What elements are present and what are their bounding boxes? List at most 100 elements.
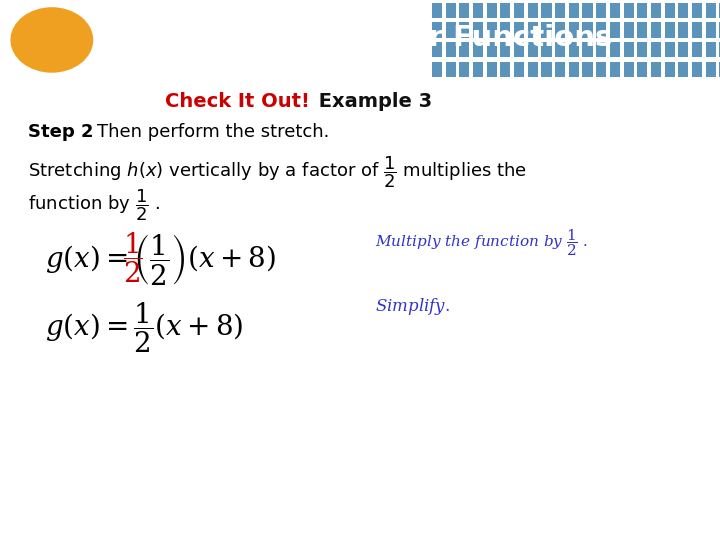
Bar <box>651 42 661 57</box>
Bar <box>541 42 552 57</box>
Bar <box>651 22 661 38</box>
Bar <box>610 62 620 77</box>
Bar <box>692 22 702 38</box>
Bar <box>528 42 538 57</box>
Bar <box>692 42 702 57</box>
Bar <box>678 3 688 18</box>
Bar <box>459 42 469 57</box>
Bar <box>500 42 510 57</box>
Text: Transforming Linear Functions: Transforming Linear Functions <box>112 24 612 52</box>
Bar <box>459 3 469 18</box>
Bar <box>432 42 442 57</box>
Bar <box>500 22 510 38</box>
Bar <box>555 42 565 57</box>
Bar <box>473 42 483 57</box>
Bar <box>651 62 661 77</box>
Bar <box>514 3 524 18</box>
Bar <box>500 62 510 77</box>
Bar <box>555 22 565 38</box>
Bar <box>624 62 634 77</box>
Bar <box>678 62 688 77</box>
Bar <box>514 62 524 77</box>
Bar <box>582 62 593 77</box>
Bar <box>446 3 456 18</box>
Bar <box>459 22 469 38</box>
Bar <box>582 3 593 18</box>
Bar <box>487 42 497 57</box>
Bar <box>541 62 552 77</box>
Bar <box>610 42 620 57</box>
Bar <box>706 3 716 18</box>
Text: Check It Out!: Check It Out! <box>165 92 310 111</box>
Bar <box>706 42 716 57</box>
Text: Step 2: Step 2 <box>28 123 94 141</box>
Bar <box>514 42 524 57</box>
Bar <box>569 42 579 57</box>
Text: $g(x)=\left(\dfrac{1}{2}\right)(x+8)$: $g(x)=\left(\dfrac{1}{2}\right)(x+8)$ <box>45 232 276 287</box>
Bar <box>678 42 688 57</box>
Text: Copyright © by Holt Mc Dougal. All Rights Reserved.: Copyright © by Holt Mc Dougal. All Right… <box>431 516 706 525</box>
Bar <box>719 42 720 57</box>
Bar <box>624 3 634 18</box>
Bar <box>610 22 620 38</box>
Bar <box>569 3 579 18</box>
Bar <box>432 3 442 18</box>
Bar <box>610 3 620 18</box>
Bar <box>487 22 497 38</box>
Bar <box>541 3 552 18</box>
Bar <box>473 62 483 77</box>
Bar <box>432 62 442 77</box>
Bar <box>624 42 634 57</box>
Bar <box>446 62 456 77</box>
Bar <box>719 3 720 18</box>
Bar <box>596 22 606 38</box>
Text: $\mathit{Simplify.}$: $\mathit{Simplify.}$ <box>375 296 450 316</box>
Bar <box>596 62 606 77</box>
Text: $\mathit{Multiply\ the\ function\ by}\ \dfrac{1}{2}\ .$: $\mathit{Multiply\ the\ function\ by}\ \… <box>375 227 588 258</box>
Bar <box>555 3 565 18</box>
Bar <box>446 22 456 38</box>
Bar <box>569 62 579 77</box>
Text: $g(x)=\dfrac{1}{2}(x+8)$: $g(x)=\dfrac{1}{2}(x+8)$ <box>45 301 243 355</box>
Text: function by $\dfrac{1}{2}$ .: function by $\dfrac{1}{2}$ . <box>28 188 161 224</box>
Bar <box>528 62 538 77</box>
Text: Holt Mc.Dougal Algebra 2: Holt Mc.Dougal Algebra 2 <box>13 514 172 527</box>
Bar <box>487 3 497 18</box>
Bar <box>528 3 538 18</box>
Bar <box>446 42 456 57</box>
Bar <box>473 22 483 38</box>
Bar <box>596 42 606 57</box>
Bar <box>569 22 579 38</box>
Text: Example 3: Example 3 <box>312 92 432 111</box>
Bar <box>678 22 688 38</box>
Bar <box>665 62 675 77</box>
Bar <box>637 62 647 77</box>
Bar <box>528 22 538 38</box>
Bar <box>555 62 565 77</box>
Bar <box>651 3 661 18</box>
Bar <box>582 22 593 38</box>
Bar <box>514 22 524 38</box>
Bar <box>459 62 469 77</box>
Bar <box>637 42 647 57</box>
Bar <box>624 22 634 38</box>
Bar <box>706 62 716 77</box>
Text: Stretching $h(x)$ vertically by a factor of $\dfrac{1}{2}$ multiplies the: Stretching $h(x)$ vertically by a factor… <box>28 154 527 190</box>
Text: $\dfrac{1}{2}$: $\dfrac{1}{2}$ <box>123 230 143 285</box>
Bar <box>637 3 647 18</box>
Text: Then perform the stretch.: Then perform the stretch. <box>97 123 329 141</box>
Bar <box>706 22 716 38</box>
Bar <box>665 3 675 18</box>
Bar <box>487 62 497 77</box>
Bar <box>500 3 510 18</box>
Bar <box>692 62 702 77</box>
Bar <box>665 22 675 38</box>
Bar <box>719 62 720 77</box>
Bar <box>637 22 647 38</box>
Bar <box>541 22 552 38</box>
Bar <box>665 42 675 57</box>
Bar <box>719 22 720 38</box>
Ellipse shape <box>10 7 94 73</box>
Bar <box>582 42 593 57</box>
Bar <box>473 3 483 18</box>
